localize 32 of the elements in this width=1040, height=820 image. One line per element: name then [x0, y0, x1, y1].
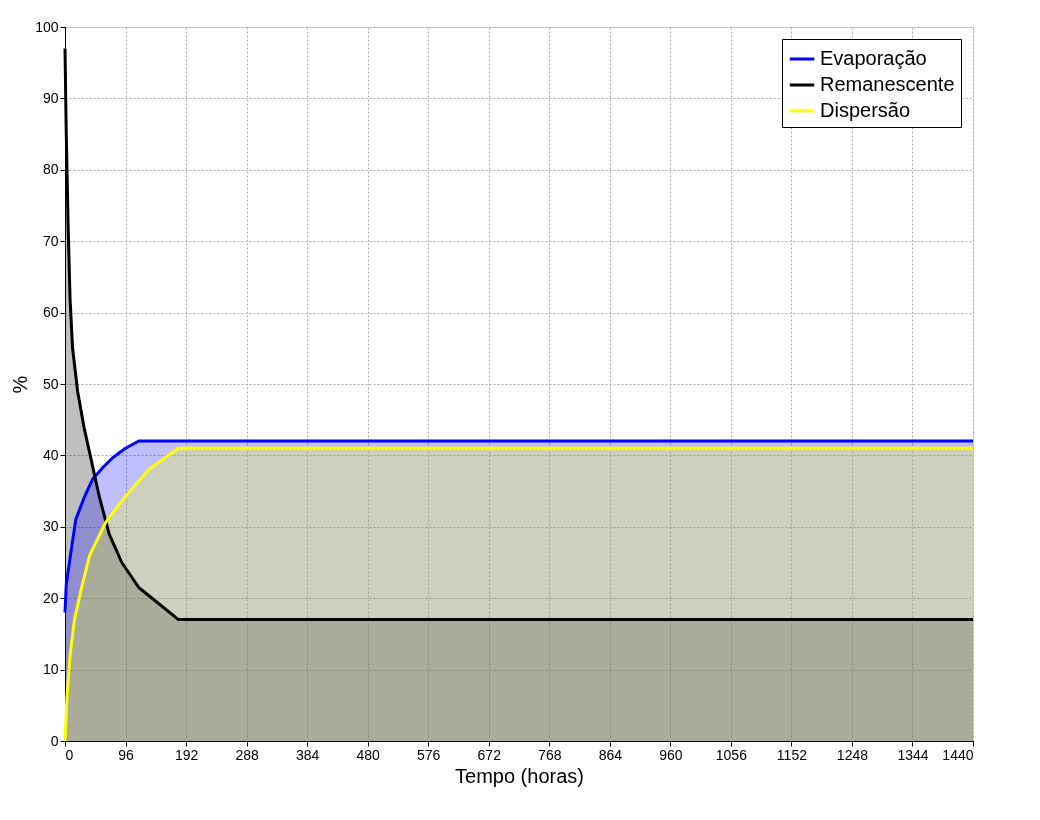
legend-label: Evaporação [820, 47, 927, 69]
x-tick-label: 96 [118, 746, 135, 763]
x-tick-label: 288 [235, 746, 259, 763]
y-tick-label: 30 [42, 518, 59, 535]
y-tick-label: 0 [50, 732, 59, 749]
y-tick-label: 90 [42, 89, 59, 106]
y-tick-label: 100 [35, 18, 59, 35]
x-tick-label: 0 [65, 746, 74, 763]
y-tick-label: 80 [42, 161, 59, 178]
x-tick-label: 1344 [897, 746, 929, 763]
x-tick-label: 1248 [836, 746, 869, 763]
x-tick-label: 384 [295, 746, 320, 763]
x-tick-label: 480 [356, 746, 381, 763]
y-tick-label: 40 [42, 446, 59, 463]
x-axis-title: Tempo (horas) [455, 764, 584, 787]
x-tick-label: 1152 [776, 746, 808, 763]
x-tick-label: 960 [659, 746, 683, 763]
y-axis-title: % [9, 375, 32, 394]
y-tick-label: 10 [42, 661, 59, 678]
x-tick-label: 192 [174, 746, 199, 763]
x-tick-label: 672 [477, 746, 502, 763]
y-tick-label: 50 [42, 375, 59, 392]
x-tick-label: 576 [417, 746, 441, 763]
y-tick-label: 20 [42, 589, 59, 606]
x-tick-label: 864 [598, 746, 623, 763]
y-tick-label: 70 [42, 232, 59, 249]
x-tick-label: 1056 [715, 746, 748, 763]
x-tick-label: 768 [538, 746, 562, 763]
legend-label: Dispersão [820, 99, 911, 121]
x-tick-label: 1440 [942, 746, 974, 763]
legend-label: Remanescente [820, 73, 955, 95]
y-tick-label: 60 [42, 304, 59, 321]
